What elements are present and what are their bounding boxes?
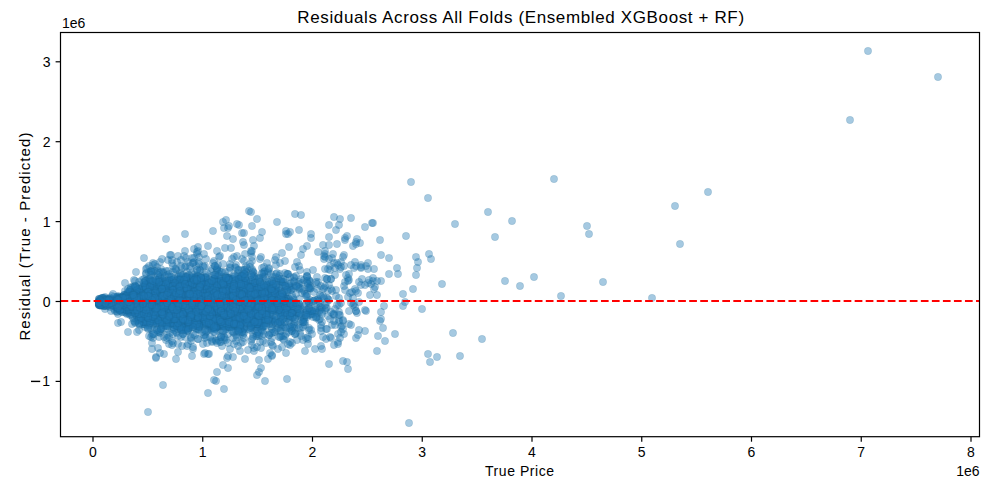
svg-text:2: 2	[309, 444, 317, 460]
svg-text:7: 7	[857, 444, 865, 460]
svg-text:3: 3	[43, 54, 51, 70]
svg-text:True Price: True Price	[485, 463, 555, 479]
svg-text:1: 1	[199, 444, 207, 460]
svg-text:Residual (True - Predicted): Residual (True - Predicted)	[16, 131, 33, 340]
svg-text:1e6: 1e6	[956, 463, 980, 479]
svg-text:0: 0	[89, 444, 97, 460]
svg-text:3: 3	[418, 444, 426, 460]
svg-text:5: 5	[638, 444, 646, 460]
svg-text:1e6: 1e6	[62, 15, 86, 31]
svg-text:4: 4	[528, 444, 536, 460]
svg-text:1: 1	[43, 214, 51, 230]
svg-text:0: 0	[43, 294, 51, 310]
svg-text:8: 8	[967, 444, 975, 460]
svg-text:6: 6	[748, 444, 756, 460]
svg-text:Residuals Across All Folds (En: Residuals Across All Folds (Ensembled XG…	[297, 8, 744, 27]
svg-text:2: 2	[43, 134, 51, 150]
svg-text:1: 1	[42, 373, 50, 389]
